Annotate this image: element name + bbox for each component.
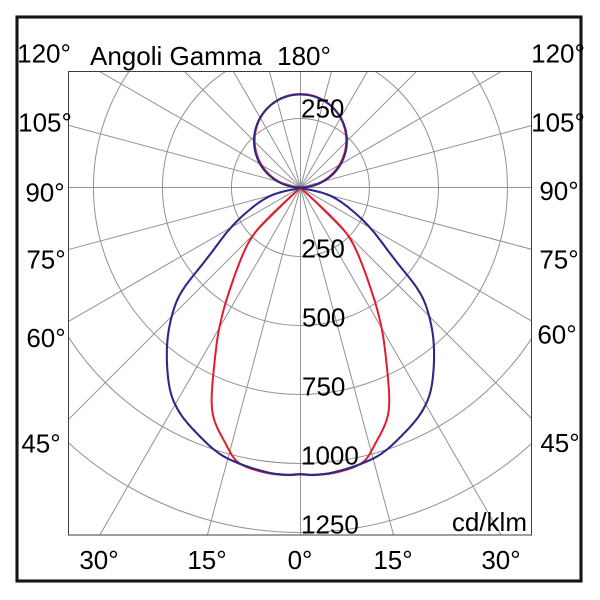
- svg-text:105°: 105°: [531, 108, 585, 138]
- svg-text:60°: 60°: [26, 323, 65, 353]
- svg-text:105°: 105°: [18, 108, 72, 138]
- svg-text:1000: 1000: [301, 441, 359, 471]
- svg-text:30°: 30°: [481, 545, 520, 575]
- svg-text:45°: 45°: [540, 428, 579, 458]
- svg-text:75°: 75°: [539, 245, 578, 275]
- svg-text:90°: 90°: [25, 178, 64, 208]
- svg-text:45°: 45°: [21, 429, 60, 459]
- svg-text:1250: 1250: [301, 510, 359, 540]
- svg-text:250: 250: [302, 234, 345, 264]
- svg-text:15°: 15°: [373, 545, 412, 575]
- svg-text:120°: 120°: [531, 39, 585, 69]
- svg-text:180°: 180°: [277, 41, 331, 71]
- svg-text:Angoli Gamma: Angoli Gamma: [90, 41, 262, 71]
- svg-text:500: 500: [302, 303, 345, 333]
- svg-text:0°: 0°: [288, 545, 313, 575]
- svg-text:30°: 30°: [79, 545, 118, 575]
- svg-text:cd/klm: cd/klm: [452, 507, 527, 537]
- svg-text:75°: 75°: [26, 245, 65, 275]
- svg-text:750: 750: [302, 372, 345, 402]
- svg-text:15°: 15°: [187, 545, 226, 575]
- svg-text:250: 250: [301, 94, 344, 124]
- svg-text:90°: 90°: [539, 176, 578, 206]
- svg-text:60°: 60°: [537, 320, 576, 350]
- svg-text:120°: 120°: [17, 39, 71, 69]
